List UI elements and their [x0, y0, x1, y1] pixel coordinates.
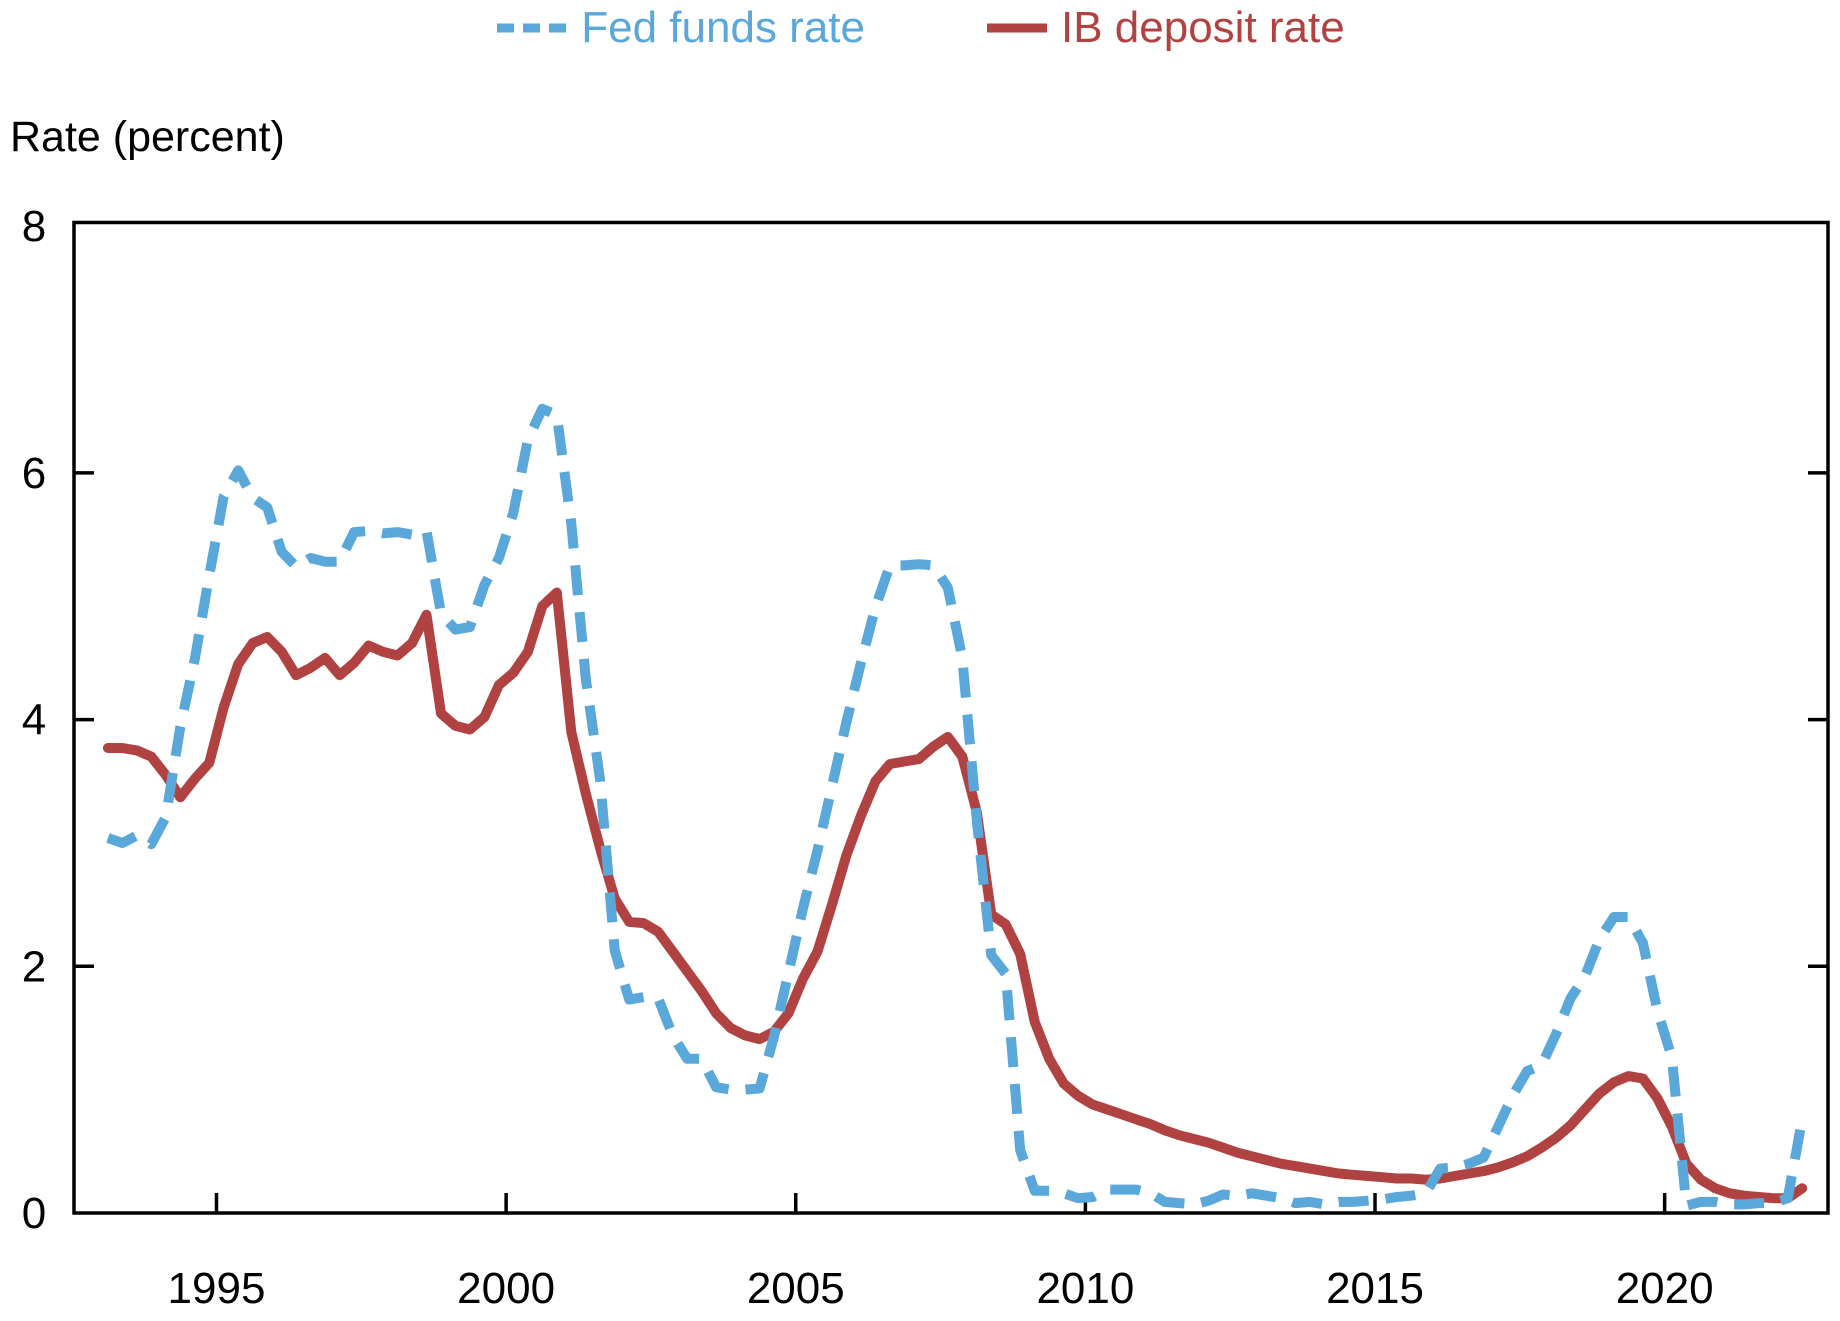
legend-label-ib-deposit: IB deposit rate [1061, 3, 1345, 52]
y-tick-label: 2 [22, 942, 46, 991]
y-tick-label: 6 [22, 449, 46, 498]
y-tick-label: 8 [22, 202, 46, 251]
y-tick-label: 4 [22, 696, 46, 745]
plot-frame [72, 220, 1830, 1215]
chart-legend: Fed funds rate IB deposit rate [0, 6, 1840, 50]
y-axis-title: Rate (percent) [10, 113, 285, 161]
fed-funds-series-line [106, 403, 1808, 1211]
y-tick-label: 0 [22, 1189, 46, 1238]
x-tick-label: 2015 [1326, 1264, 1424, 1313]
x-tick-label: 2010 [1036, 1264, 1134, 1313]
ib-deposit-series-line [102, 587, 1808, 1204]
x-tick-label: 2000 [457, 1264, 555, 1313]
legend-item-fed-funds: Fed funds rate [495, 6, 865, 50]
x-tick-label: 2020 [1616, 1264, 1714, 1313]
legend-label-fed-funds: Fed funds rate [581, 3, 865, 52]
fed-funds-dash-icon [497, 23, 570, 33]
ib-deposit-line-icon [987, 23, 1047, 33]
x-tick-label: 2005 [747, 1264, 845, 1313]
x-tick-label: 1995 [168, 1264, 266, 1313]
legend-item-ib-deposit: IB deposit rate [985, 6, 1345, 50]
